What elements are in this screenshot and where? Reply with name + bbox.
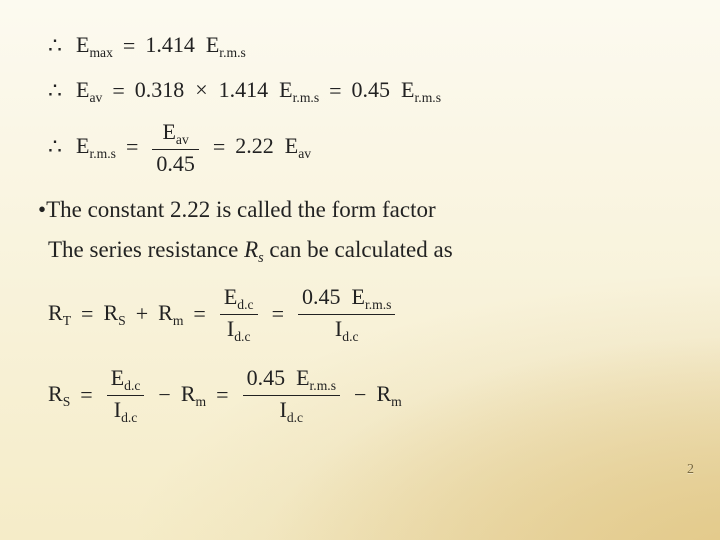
equation-block-2: RT = RS + Rm = Ed.c Id.c = <box>48 285 684 425</box>
eq5-fraction-2: 0.45 Er.m.s Id.c <box>243 366 340 425</box>
equals-sign: = <box>193 301 205 327</box>
eq5-term-rm1: Rm <box>181 381 206 410</box>
equation-1: ∴ Emax = 1.414 Er.m.s <box>48 32 684 61</box>
eq1-lhs: Emax <box>76 32 113 61</box>
fraction-bar <box>298 314 395 315</box>
minus-sign: − <box>158 382 170 408</box>
eq3-fraction-1: Eav 0.45 <box>152 120 199 175</box>
equals-sign: = <box>112 78 124 104</box>
eq5-term-rm2: Rm <box>376 381 401 410</box>
eq2-mid: 0.318 × 1.414 Er.m.s <box>135 77 319 106</box>
eq4-term-rs: RS <box>103 300 125 329</box>
equation-4: RT = RS + Rm = Ed.c Id.c = <box>48 285 684 344</box>
equation-5: RS = Ed.c Id.c − Rm = 0.45 Er.m.s <box>48 366 684 425</box>
eq2-lhs: Eav <box>76 77 102 106</box>
slide: ∴ Emax = 1.414 Er.m.s ∴ Eav = 0.318 × 1.… <box>0 0 720 540</box>
bullet-form-factor: •The constant 2.22 is called the form fa… <box>38 197 684 223</box>
therefore-symbol: ∴ <box>48 134 62 160</box>
equation-block: ∴ Emax = 1.414 Er.m.s ∴ Eav = 0.318 × 1.… <box>48 32 684 175</box>
equals-sign: = <box>272 301 284 327</box>
eq5-fraction-1: Ed.c Id.c <box>107 366 145 425</box>
eq1-rhs: 1.414 Er.m.s <box>145 32 245 61</box>
eq4-lhs: RT <box>48 300 71 329</box>
body-series-resistance: The series resistance Rs can be calculat… <box>48 237 684 267</box>
equals-sign: = <box>126 134 138 160</box>
equals-sign: = <box>81 301 93 327</box>
eq3-rhs: 2.22 Eav <box>235 133 311 162</box>
equals-sign: = <box>216 382 228 408</box>
equals-sign: = <box>329 78 341 104</box>
equation-2: ∴ Eav = 0.318 × 1.414 Er.m.s = 0.45 Er.m… <box>48 77 684 106</box>
variable-rs: Rs <box>244 237 264 262</box>
eq4-term-rm: Rm <box>158 300 183 329</box>
equals-sign: = <box>213 134 225 160</box>
plus-sign: + <box>136 301 148 327</box>
eq4-fraction-1: Ed.c Id.c <box>220 285 258 344</box>
therefore-symbol: ∴ <box>48 33 62 59</box>
equation-3: ∴ Er.m.s = Eav 0.45 = 2.22 Eav <box>48 120 684 175</box>
fraction-bar <box>152 149 199 150</box>
bullet-marker: • <box>38 197 46 222</box>
equals-sign: = <box>80 382 92 408</box>
eq5-lhs: RS <box>48 381 70 410</box>
eq4-fraction-2: 0.45 Er.m.s Id.c <box>298 285 395 344</box>
eq2-rhs: 0.45 Er.m.s <box>352 77 441 106</box>
eq3-lhs: Er.m.s <box>76 133 116 162</box>
fraction-bar <box>107 395 145 396</box>
fraction-bar <box>243 395 340 396</box>
page-number: 2 <box>687 462 694 478</box>
therefore-symbol: ∴ <box>48 78 62 104</box>
minus-sign: − <box>354 382 366 408</box>
equals-sign: = <box>123 33 135 59</box>
fraction-bar <box>220 314 258 315</box>
